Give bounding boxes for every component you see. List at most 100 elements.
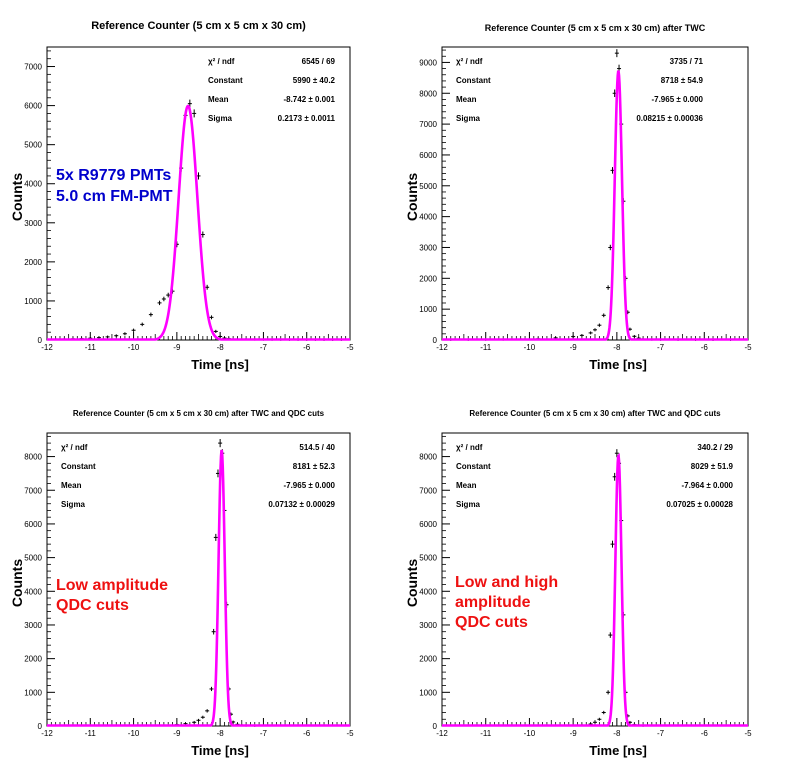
stats-value: 8718 ± 54.9 (661, 76, 704, 85)
data-point (597, 717, 602, 721)
data-point (114, 334, 119, 338)
y-axis-label: Counts (9, 173, 25, 221)
y-tick-label: 7000 (419, 120, 437, 129)
x-tick-label: -6 (303, 343, 311, 352)
x-axis-label: Time [ns] (589, 357, 647, 372)
y-tick-label: 3000 (24, 621, 42, 630)
data-point (632, 334, 637, 338)
stats-value: 5990 ± 40.2 (293, 76, 336, 85)
y-tick-label: 5000 (419, 182, 437, 191)
data-point (571, 335, 576, 338)
stats-value: 0.08215 ± 0.00036 (636, 114, 703, 123)
x-axis-label: Time [ns] (191, 743, 249, 758)
y-tick-label: 4000 (419, 213, 437, 222)
stats-value: 0.2173 ± 0.0011 (278, 114, 336, 123)
data-point (218, 439, 223, 448)
annotation-text: QDC cuts (455, 614, 528, 631)
y-axis-label: Counts (9, 559, 25, 607)
stats-label: Sigma (208, 114, 233, 123)
y-tick-label: 2000 (419, 274, 437, 283)
y-tick-label: 2000 (419, 655, 437, 664)
chart-panel-2: Reference Counter (5 cm x 5 cm x 30 cm) … (404, 23, 752, 372)
data-point (597, 323, 602, 327)
y-tick-label: 4000 (24, 587, 42, 596)
x-tick-label: -6 (701, 729, 709, 738)
x-tick-label: -8 (217, 729, 225, 738)
chart-title: Reference Counter (5 cm x 5 cm x 30 cm) … (469, 409, 721, 418)
data-point (209, 686, 214, 692)
x-tick-label: -10 (524, 729, 536, 738)
y-tick-label: 9000 (419, 58, 437, 67)
fit-curve (442, 70, 748, 341)
y-tick-label: 8000 (419, 453, 437, 462)
y-tick-label: 5000 (24, 554, 42, 563)
x-tick-label: -5 (744, 729, 752, 738)
stats-label: Sigma (61, 500, 86, 509)
stats-value: -7.965 ± 0.000 (651, 95, 703, 104)
data-point (606, 285, 611, 290)
annotation-text: 5x R9779 PMTs (56, 167, 171, 184)
x-tick-label: -9 (570, 729, 578, 738)
stats-label: Constant (456, 462, 491, 471)
fit-curve (442, 452, 748, 727)
stats-value: 340.2 / 29 (697, 443, 733, 452)
y-axis-label: Counts (404, 173, 420, 221)
data-point (608, 632, 613, 638)
x-tick-label: -11 (480, 729, 492, 738)
chart-title: Reference Counter (5 cm x 5 cm x 30 cm) (91, 20, 306, 32)
x-tick-label: -9 (173, 729, 181, 738)
stats-label: χ² / ndf (208, 57, 235, 66)
stats-label: χ² / ndf (456, 57, 483, 66)
x-tick-label: -12 (436, 729, 448, 738)
y-tick-label: 1000 (419, 305, 437, 314)
y-tick-label: 3000 (24, 219, 42, 228)
chart-panel-1: Reference Counter (5 cm x 5 cm x 30 cm) -… (9, 20, 354, 372)
data-point (610, 540, 615, 548)
data-point (608, 244, 613, 251)
x-tick-label: -11 (85, 729, 97, 738)
y-tick-label: 0 (38, 336, 43, 345)
stats-label: Constant (208, 76, 243, 85)
stats-value: 6545 / 69 (302, 57, 336, 66)
stats-label: Mean (61, 481, 82, 490)
x-tick-label: -6 (303, 729, 311, 738)
stats-value: -8.742 ± 0.001 (283, 95, 335, 104)
data-point (614, 449, 619, 458)
x-tick-label: -7 (657, 343, 665, 352)
data-point (192, 720, 197, 724)
x-tick-label: -12 (41, 343, 53, 352)
x-tick-label: -7 (657, 729, 665, 738)
data-point (131, 328, 136, 332)
stats-label: Mean (456, 481, 477, 490)
y-tick-label: 8000 (24, 453, 42, 462)
stats-label: Sigma (456, 114, 481, 123)
stats-value: 0.07132 ± 0.00029 (268, 500, 335, 509)
x-axis-label: Time [ns] (589, 743, 647, 758)
chart-panel-4: Reference Counter (5 cm x 5 cm x 30 cm) … (404, 409, 752, 758)
stats-label: Mean (456, 95, 477, 104)
stats-value: 0.07025 ± 0.00028 (666, 500, 733, 509)
x-tick-label: -9 (173, 343, 181, 352)
data-point (140, 322, 145, 327)
data-point (209, 315, 214, 320)
data-point (122, 332, 127, 336)
stats-value: 8029 ± 51.9 (691, 462, 734, 471)
y-tick-label: 6000 (24, 102, 42, 111)
data-point (588, 331, 593, 335)
x-tick-label: -10 (524, 343, 536, 352)
data-point (593, 328, 597, 332)
stats-label: Constant (456, 76, 491, 85)
y-tick-label: 1000 (419, 688, 437, 697)
data-point (579, 333, 584, 337)
data-point (593, 720, 597, 724)
x-tick-label: -10 (128, 343, 140, 352)
data-point (148, 312, 153, 317)
x-tick-label: -12 (436, 343, 448, 352)
data-point (105, 335, 110, 339)
data-point (196, 718, 201, 722)
y-tick-label: 2000 (24, 258, 42, 267)
data-point (606, 690, 611, 695)
y-tick-label: 8000 (419, 89, 437, 98)
data-point (166, 292, 171, 298)
